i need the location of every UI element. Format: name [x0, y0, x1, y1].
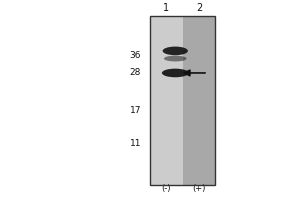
Ellipse shape: [163, 47, 188, 55]
Text: 17: 17: [130, 106, 141, 115]
Text: 2: 2: [196, 3, 202, 13]
Bar: [150, 16, 215, 185]
Text: 36: 36: [130, 51, 141, 60]
Bar: [150, 16, 183, 185]
Text: (-): (-): [162, 184, 171, 193]
Ellipse shape: [164, 56, 187, 61]
Text: 11: 11: [130, 139, 141, 148]
Text: 28: 28: [130, 68, 141, 77]
Ellipse shape: [162, 69, 189, 77]
Text: (+): (+): [192, 184, 206, 193]
Text: 1: 1: [163, 3, 170, 13]
Bar: [183, 16, 215, 185]
